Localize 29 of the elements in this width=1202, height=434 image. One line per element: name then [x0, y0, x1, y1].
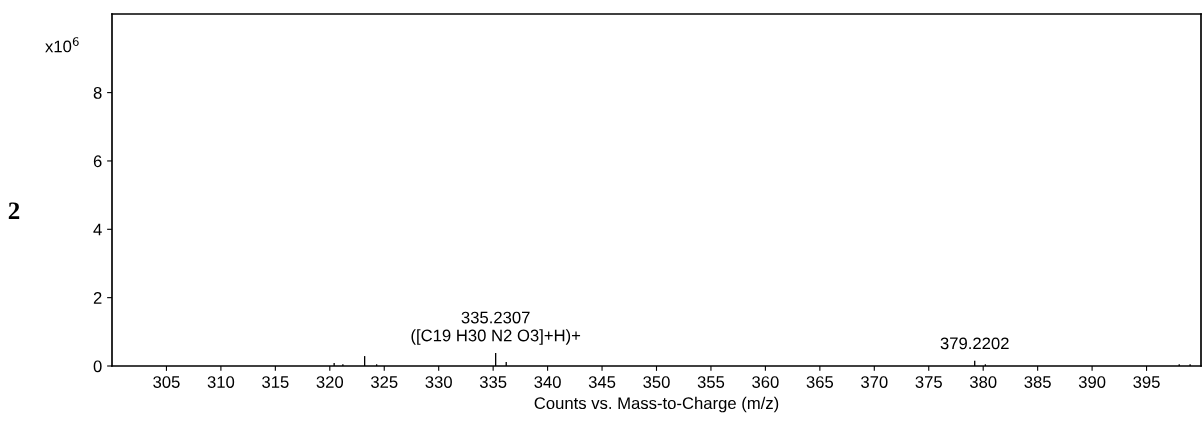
annotation: 379.2202: [940, 337, 1009, 350]
x-tick-label: 350: [643, 376, 670, 388]
x-tick-label: 340: [534, 376, 561, 388]
text: 2: [8, 202, 20, 220]
x-tick-label: 310: [207, 376, 235, 388]
x-tick-label: 305: [153, 376, 180, 388]
x-tick-label: 395: [1133, 376, 1160, 388]
y-tick-label: 4: [93, 223, 102, 236]
x-tick-label: 360: [752, 376, 779, 388]
x-tick-label: 385: [1024, 376, 1051, 388]
x-tick-label: 315: [262, 376, 289, 388]
x-tick-label: 345: [588, 376, 616, 388]
x-tick-label: 365: [806, 376, 834, 388]
x-tick-label: 370: [861, 376, 888, 388]
y-tick-label: 8: [93, 87, 102, 99]
x-tick-label: 325: [370, 376, 398, 388]
x-tick-label: 355: [697, 376, 725, 388]
y-tick-label: 2: [93, 292, 102, 304]
x-axis-title: Counts vs. Mass-to-Charge (m/z): [534, 396, 779, 413]
x-tick-label: 320: [316, 376, 344, 388]
x-tick-label: 380: [969, 376, 997, 388]
x-tick-label: 330: [425, 376, 452, 388]
x-tick-label: 390: [1078, 376, 1106, 388]
annotation: 335.2307 ([C19 H30 N2 O3]+H)+: [411, 311, 581, 345]
x-tick-label: 375: [915, 376, 942, 388]
y-tick-label: 6: [93, 155, 102, 168]
x-tick-label: 335: [479, 376, 507, 388]
text: x10$^{6}$: [45, 37, 79, 53]
y-tick-label: 0: [93, 360, 102, 373]
